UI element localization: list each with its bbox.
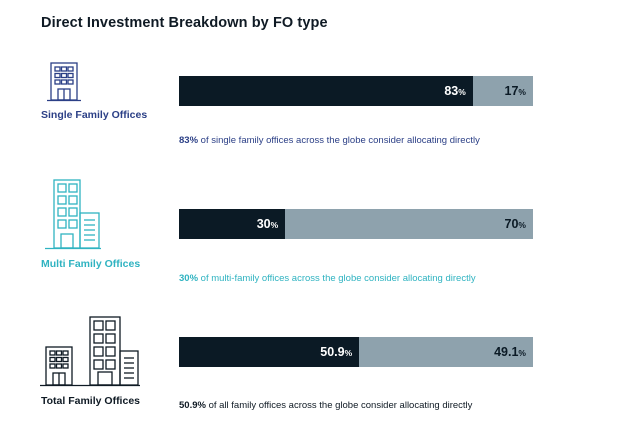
data-label: 49.1% bbox=[494, 345, 526, 359]
stacked-bar: 30% 70% bbox=[179, 209, 533, 239]
bar-segment-primary: 30% bbox=[179, 209, 286, 239]
building-icon bbox=[47, 62, 81, 102]
category-label: Multi Family Offices bbox=[41, 258, 141, 270]
bar-segment-secondary: 70% bbox=[285, 209, 533, 239]
bar-segment-primary: 50.9% bbox=[179, 337, 360, 367]
chart-title: Direct Investment Breakdown by FO type bbox=[41, 15, 328, 31]
caption: 83% of single family offices across the … bbox=[179, 135, 480, 146]
caption-highlight: 83% bbox=[179, 135, 199, 146]
caption: 30% of multi-family offices across the g… bbox=[179, 273, 476, 284]
city-buildings-icon bbox=[40, 316, 140, 387]
caption-highlight: 50.9% bbox=[179, 400, 206, 411]
category-label: Total Family Offices bbox=[41, 395, 140, 407]
category-label: Single Family Offices bbox=[41, 109, 148, 121]
data-label: 83% bbox=[444, 84, 466, 98]
data-label: 17% bbox=[504, 84, 526, 98]
caption: 50.9% of all family offices across the g… bbox=[179, 400, 472, 411]
bar-segment-secondary: 17% bbox=[472, 76, 533, 106]
stacked-bar: 50.9% 49.1% bbox=[179, 337, 533, 367]
stacked-bar: 83% 17% bbox=[179, 76, 533, 106]
bar-segment-primary: 83% bbox=[179, 76, 473, 106]
caption-text: of multi-family offices across the globe… bbox=[198, 273, 476, 284]
caption-text: of single family offices across the glob… bbox=[198, 135, 480, 146]
data-label: 30% bbox=[256, 217, 279, 231]
data-label: 50.9% bbox=[320, 345, 353, 359]
bar-segment-secondary: 49.1% bbox=[359, 337, 533, 367]
data-label: 70% bbox=[504, 217, 526, 231]
caption-text: of all family offices across the globe c… bbox=[205, 400, 473, 411]
buildings-icon bbox=[45, 179, 101, 250]
caption-highlight: 30% bbox=[179, 273, 199, 284]
